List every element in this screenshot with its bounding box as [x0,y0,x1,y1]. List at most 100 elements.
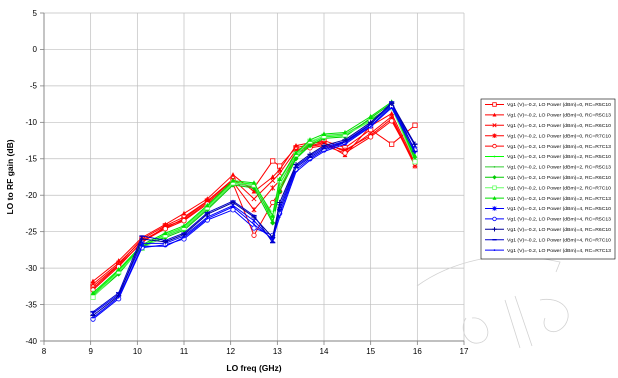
data-point [253,223,255,226]
y-tick-label: -20 [25,191,37,200]
y-axis-title: LO to RF gain (dB) [5,139,15,214]
data-point [162,226,168,232]
data-point [183,236,185,239]
legend-item: Vg1 (V)=-0.2, LO Power (dBm)=0, RC=R5C13 [485,113,611,119]
tick-labels: 5 0 -5 -10 -15 -20 -25 -30 -35 -40 8 9 10 11 12 13 14 15 1… [25,9,469,356]
legend-items: Vg1 (V)=-0.2, LO Power (dBm)=0, RC=R5C10… [485,102,611,254]
data-point [117,296,120,299]
data-point [309,159,311,162]
y-tick-label: -25 [25,227,37,236]
x-axis-title: LO freq (GHz) [226,363,281,373]
data-point [277,188,283,195]
data-point [307,137,313,142]
data-point [162,230,168,236]
legend-marker [493,155,496,158]
data-point [232,205,234,208]
legend-marker [492,227,497,232]
data-point [230,178,236,183]
data-point [204,202,210,208]
data-point [181,210,187,216]
y-tick-label: 0 [33,45,38,54]
legend-label: Vg1 (V)=-0.2, LO Power (dBm)=0, RC=R7C10 [507,133,611,139]
legend-marker [493,166,496,168]
x-tick-label: 8 [42,347,47,356]
legend-label: Vg1 (V)=-0.2, LO Power (dBm)=2, RC=R5C10 [507,154,611,160]
data-point [90,290,96,295]
data-point [141,245,143,248]
data-point [342,150,348,156]
data-point [270,220,276,226]
legend-marker [492,195,497,200]
legend-item: Vg1 (V)=-0.2, LO Power (dBm)=4, RC=R5C13 [485,217,611,223]
series-15 [92,106,416,319]
series-10 [90,99,418,295]
axes [40,12,465,345]
legend-marker [492,102,497,107]
data-point [270,174,276,179]
legend-item: Vg1 (V)=-0.2, LO Power (dBm)=4, RC=R7C10 [485,237,611,243]
data-point [342,129,348,135]
x-tick-label: 9 [88,347,93,356]
data-point [321,143,327,149]
legend-marker [492,185,497,190]
data-point [412,153,418,158]
x-tick-label: 15 [366,347,375,356]
legend-label: Vg1 (V)=-0.2, LO Power (dBm)=2, RC=R7C10 [507,185,611,191]
legend-item: Vg1 (V)=-0.2, LO Power (dBm)=2, RC=R5C10 [485,154,611,160]
x-tick-label: 13 [273,347,282,356]
data-point [277,167,283,172]
x-tick-label: 11 [180,347,189,356]
y-tick-label: -10 [25,118,37,127]
legend-label: Vg1 (V)=-0.2, LO Power (dBm)=4, RC=R7C13 [507,248,611,254]
legend-item: Vg1 (V)=-0.2, LO Power (dBm)=4, RC=R7C13 [485,248,611,254]
legend-marker [492,206,497,211]
data-point [277,176,283,182]
y-tick-label: -15 [25,155,37,164]
legend-label: Vg1 (V)=-0.2, LO Power (dBm)=0, RC=R5C13 [507,113,611,119]
legend-marker [492,133,497,138]
data-point [270,212,276,218]
legend-item: Vg1 (V)=-0.2, LO Power (dBm)=2, RC=R5C13 [485,165,611,171]
x-tick-label: 14 [320,347,329,356]
legend-item: Vg1 (V)=-0.2, LO Power (dBm)=0, RC=R5C10 [485,102,611,108]
data-point [389,110,395,116]
legend-marker [492,112,497,117]
data-point [271,238,274,240]
data-point [293,150,299,155]
legend-label: Vg1 (V)=-0.2, LO Power (dBm)=4, RC=R5C13 [507,217,611,223]
legend-marker [492,216,497,222]
legend-label: Vg1 (V)=-0.2, LO Power (dBm)=2, RC=R7C13 [507,196,611,202]
data-point [368,134,374,140]
legend-label: Vg1 (V)=-0.2, LO Power (dBm)=4, RC=R6C10 [507,227,611,233]
data-point [278,216,281,218]
data-point [90,281,96,287]
y-tick-label: -30 [25,264,37,273]
data-point [251,188,257,194]
data-point [389,141,395,147]
legend-label: Vg1 (V)=-0.2, LO Power (dBm)=4, RC=R5C10 [507,206,611,212]
data-point [270,178,276,184]
data-point [181,223,187,228]
data-point [412,141,418,147]
legend-item: Vg1 (V)=-0.2, LO Power (dBm)=4, RC=R6C10 [485,227,611,233]
legend-label: Vg1 (V)=-0.2, LO Power (dBm)=2, RC=R6C10 [507,175,611,181]
data-point [90,294,96,300]
y-tick-label: -40 [25,337,37,346]
data-point [344,143,346,146]
legend-marker [492,175,497,180]
data-point [321,131,327,136]
data-point [293,161,299,168]
legend: Vg1 (V)=-0.2, LO Power (dBm)=0, RC=R5C10… [480,98,616,260]
x-tick-label: 17 [460,347,469,356]
y-tick-label: -35 [25,300,37,309]
data-point [230,172,236,177]
legend-label: Vg1 (V)=-0.2, LO Power (dBm)=4, RC=R7C10 [507,237,611,243]
x-tick-label: 16 [413,347,422,356]
legend-item: Vg1 (V)=-0.2, LO Power (dBm)=2, RC=R7C10 [485,185,611,191]
data-point [369,125,372,128]
legend-marker [492,123,497,128]
data-point [116,266,122,272]
data-point [307,151,313,158]
data-point [270,158,276,164]
